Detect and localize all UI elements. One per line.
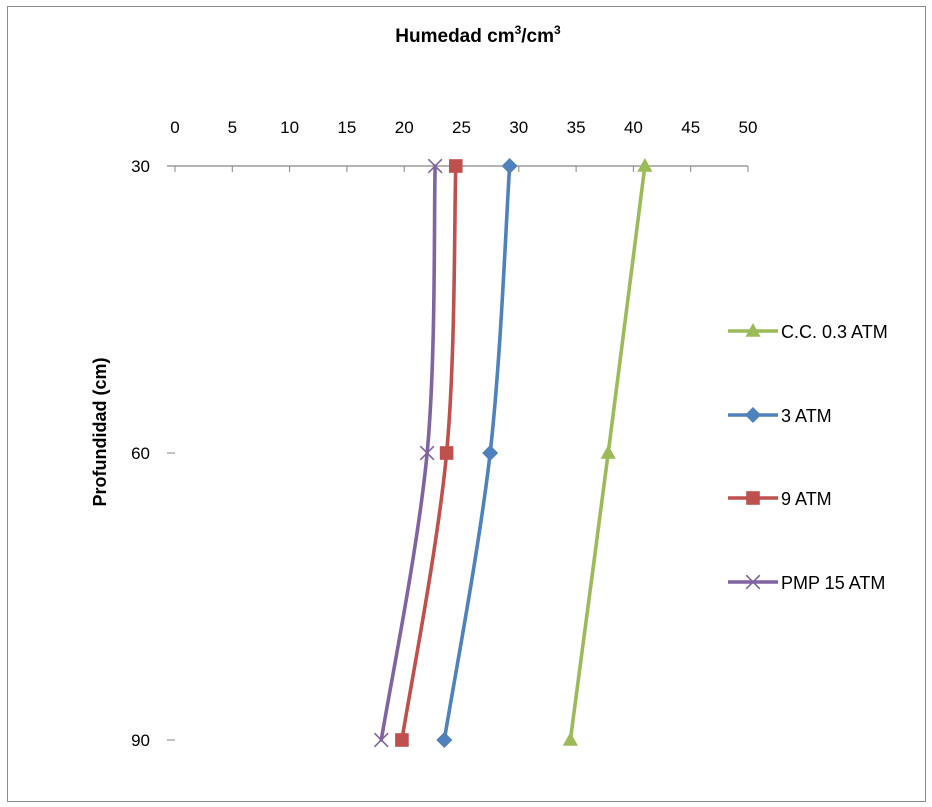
y-tick-label: 30 (131, 157, 150, 176)
legend-label: C.C. 0.3 ATM (781, 322, 888, 342)
y-axis-label: Profundidad (cm) (90, 358, 110, 507)
data-point-diamond (436, 732, 453, 748)
y-tick-labels: 30 60 90 (131, 157, 150, 750)
data-point-square (448, 159, 463, 173)
legend-marker-x (745, 574, 761, 590)
x-tick-label: 35 (567, 118, 586, 137)
data-point-square (439, 446, 454, 460)
x-tick-label: 25 (452, 118, 471, 137)
x-tick-label: 45 (681, 118, 700, 137)
x-tick-label: 15 (337, 118, 356, 137)
data-point-x (419, 445, 435, 461)
legend-label: 9 ATM (781, 489, 832, 509)
x-tick-label: 5 (228, 118, 237, 137)
data-point-diamond (501, 158, 518, 174)
data-point-triangle (600, 445, 616, 459)
x-tick-label: 50 (739, 118, 758, 137)
data-point-x (373, 732, 389, 748)
x-tick-labels: 0 5 10 15 20 25 30 35 40 45 50 (170, 118, 757, 137)
data-point-triangle (562, 732, 578, 746)
legend-marker-diamond (745, 407, 761, 423)
legend-label: 3 ATM (781, 406, 832, 426)
data-point-triangle (637, 158, 653, 172)
x-tick-label: 30 (509, 118, 528, 137)
y-tick-label: 90 (131, 731, 150, 750)
legend-marker-square (746, 491, 760, 505)
x-tick-label: 0 (170, 118, 179, 137)
data-point-diamond (482, 445, 499, 461)
legend-label: PMP 15 ATM (781, 573, 885, 593)
legend-marker-triangle (745, 323, 761, 337)
x-tick-label: 40 (624, 118, 643, 137)
y-tick-label: 60 (131, 444, 150, 463)
chart-frame (7, 6, 926, 802)
x-tick-label: 10 (280, 118, 299, 137)
data-point-square (395, 733, 409, 747)
legend: C.C. 0.3 ATM 3 ATM 9 ATM PMP 15 ATM (728, 322, 888, 593)
x-tick-label: 20 (395, 118, 414, 137)
chart-title: Humedad cm3/cm3 (395, 23, 561, 47)
data-point-x (427, 158, 443, 174)
series-markers (373, 158, 653, 748)
